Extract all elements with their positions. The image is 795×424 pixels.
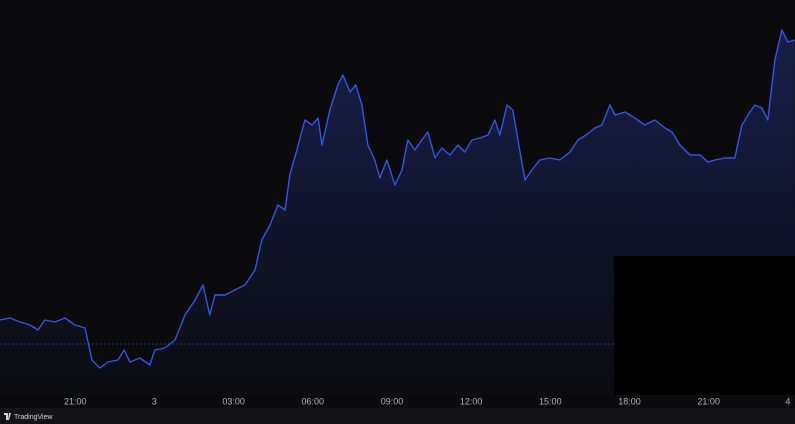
x-tick-label: 21:00 — [64, 396, 87, 406]
x-tick-label: 18:00 — [618, 396, 641, 406]
x-tick-label: 15:00 — [539, 396, 562, 406]
x-tick-label: 12:00 — [460, 396, 483, 406]
price-line — [0, 29, 795, 369]
x-tick-label: 4 — [785, 396, 790, 406]
logo: TradingView — [4, 413, 53, 421]
logo-text: TradingView — [14, 414, 53, 421]
x-tick-label: 06:00 — [302, 396, 325, 406]
area-fill — [0, 30, 795, 395]
overlay-panel — [614, 256, 795, 395]
logo-icon — [4, 413, 11, 420]
x-tick-label: 09:00 — [381, 396, 404, 406]
footer-bar — [0, 408, 795, 424]
x-tick-label: 3 — [152, 396, 157, 406]
x-tick-label: 21:00 — [697, 396, 720, 406]
plot-area — [0, 29, 795, 395]
x-tick-label: 03:00 — [222, 396, 245, 406]
